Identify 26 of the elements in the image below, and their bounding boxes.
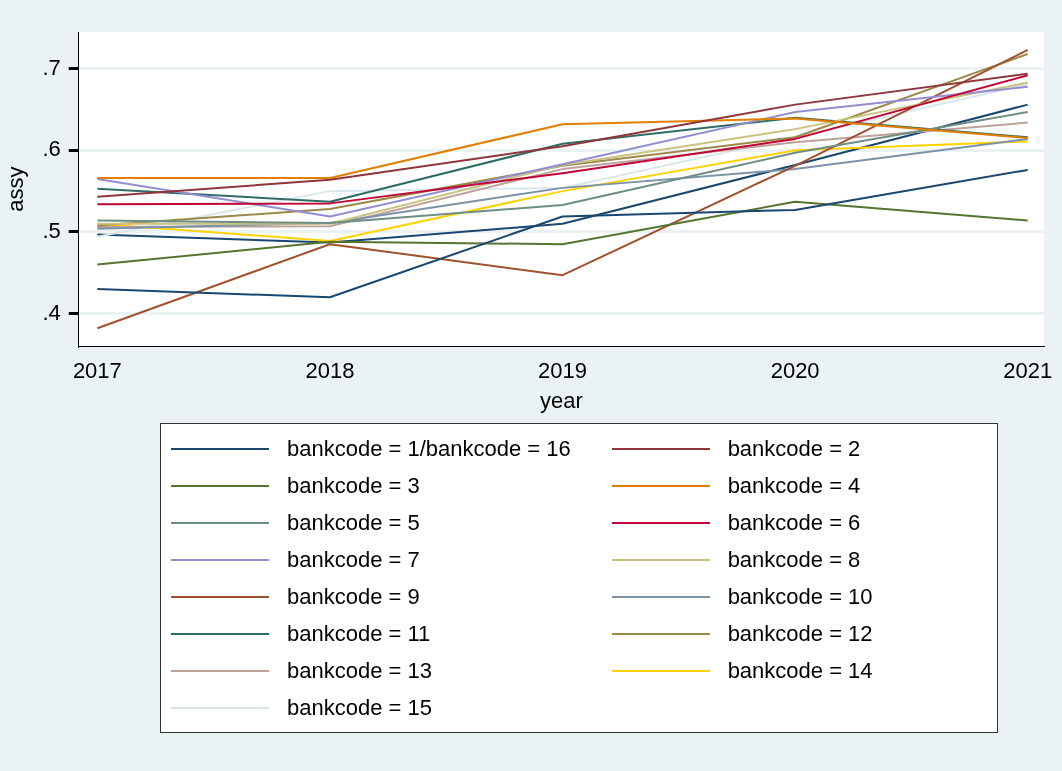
- x-tick-label: 2019: [538, 358, 588, 384]
- legend-label: bankcode = 7: [287, 546, 420, 573]
- legend-label: bankcode = 8: [727, 546, 861, 573]
- x-tick-label: 2021: [1003, 358, 1053, 384]
- legend-label: bankcode = 3: [287, 472, 420, 499]
- y-tick-label: .4: [42, 299, 61, 325]
- x-axis-title: year: [539, 387, 583, 413]
- legend-label: bankcode = 6: [727, 509, 861, 536]
- legend-label: bankcode = 11: [287, 620, 431, 647]
- x-tick-label: 2018: [305, 358, 355, 384]
- legend-label: bankcode = 10: [727, 583, 873, 610]
- legend-label: bankcode = 5: [287, 509, 420, 536]
- x-tick-label: 2020: [770, 358, 820, 384]
- y-tick-label: .7: [42, 54, 61, 80]
- y-tick-label: .5: [42, 218, 61, 244]
- legend-label: bankcode = 2: [727, 435, 861, 462]
- legend-label: bankcode = 9: [287, 583, 420, 610]
- legend-label: bankcode = 14: [727, 657, 873, 684]
- legend-label: bankcode = 1/bankcode = 16: [287, 435, 571, 462]
- x-tick-label: 2017: [72, 358, 122, 384]
- legend-label: bankcode = 15: [287, 694, 432, 721]
- y-axis-title: assy: [3, 166, 29, 212]
- y-tick-label: .6: [42, 136, 61, 162]
- legend-label: bankcode = 4: [727, 472, 861, 499]
- legend-label: bankcode = 12: [727, 620, 873, 647]
- legend-label: bankcode = 13: [287, 657, 432, 684]
